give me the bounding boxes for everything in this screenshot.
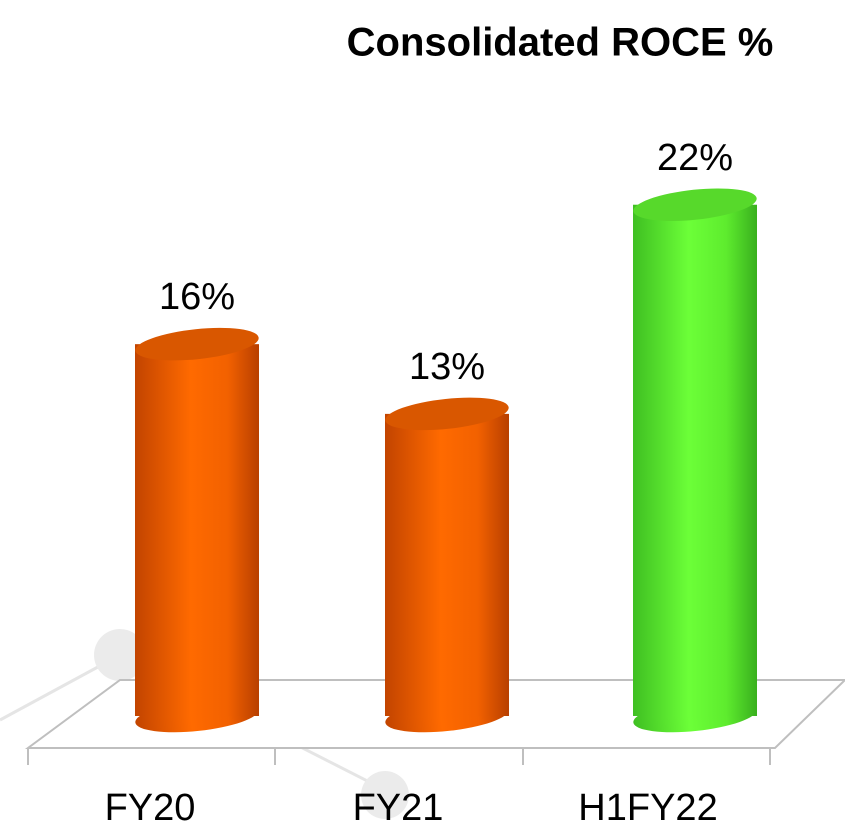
chart-title: Consolidated ROCE % [347,21,774,65]
x-tick-label: FY21 [353,787,444,829]
cylinder [385,397,509,733]
value-label: 16% [159,276,235,318]
value-label: 22% [657,137,733,179]
cylinder-top [135,327,259,361]
cylinder-body [135,344,259,716]
value-label: 13% [409,346,485,388]
cylinder [135,327,259,733]
x-tick-label: FY20 [105,787,196,829]
cylinder [633,188,757,733]
cylinder-body [385,413,509,716]
cylinder-body [633,204,757,716]
cylinder-top [633,188,757,221]
x-tick-label: H1FY22 [578,787,717,829]
cylinder-top [385,397,509,431]
